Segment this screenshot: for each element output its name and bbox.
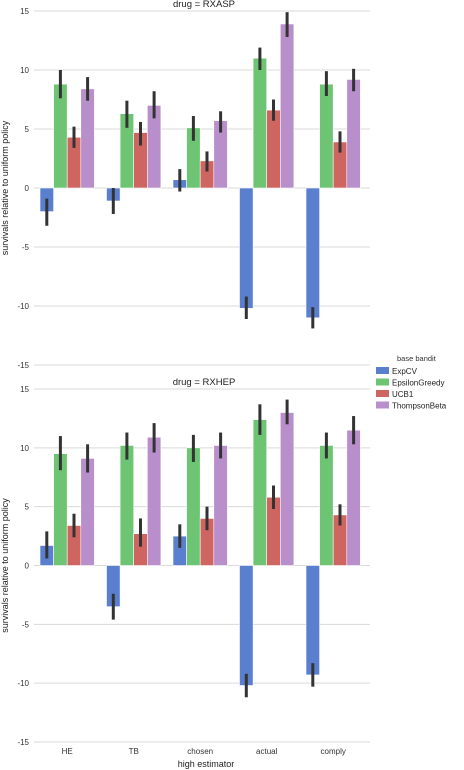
bar-epsilongreedy-comply — [319, 445, 334, 566]
bar-epsilongreedy-tb — [119, 445, 134, 566]
x-axis-label: high estimator — [178, 759, 235, 769]
bar-epsilongreedy-actual — [252, 419, 268, 566]
y-tick-label: 10 — [20, 66, 29, 75]
bar-expcv-actual — [239, 565, 254, 686]
legend-swatch-expcv — [376, 367, 389, 374]
x-tick-label: comply — [321, 747, 346, 756]
bar-thompsonbeta-he — [80, 458, 95, 566]
bar-thompsonbeta-chosen — [213, 445, 228, 566]
bar-epsilongreedy-he — [53, 453, 68, 566]
legend-swatch-epsilongreedy — [376, 378, 389, 386]
y-tick-label: -10 — [17, 679, 29, 688]
panel-title: drug = RXASP — [173, 0, 235, 10]
y-axis-label: survivals relative to uniform policy — [0, 120, 10, 255]
panel-1: -15 -10 -5 0 5 10 15 drug = RXASP survivals rela… — [0, 0, 370, 370]
bar-thompsonbeta-comply — [346, 429, 361, 566]
y-tick-label: -5 — [22, 620, 30, 629]
y-tick-label: 15 — [20, 7, 29, 16]
y-tick-label: 0 — [25, 184, 30, 193]
bar-thompsonbeta-actual — [279, 23, 295, 189]
legend-swatch-thompsonbeta — [376, 401, 389, 409]
bar-expcv-comply — [305, 565, 320, 676]
x-tick-label: actual — [256, 747, 278, 756]
y-tick-label: -15 — [17, 361, 29, 370]
bar-expcv-actual — [239, 187, 254, 309]
legend-label-ucb1: UCB1 — [392, 390, 414, 399]
y-tick-label: 15 — [20, 385, 29, 394]
bar-epsilongreedy-he — [53, 83, 68, 189]
x-tick-label: TB — [129, 747, 139, 756]
x-tick-label: HE — [62, 747, 73, 756]
bar-epsilongreedy-comply — [319, 83, 334, 189]
y-tick-label: -15 — [17, 738, 29, 747]
panel-title: drug = RXHEP — [173, 377, 236, 388]
bar-thompsonbeta-comply — [346, 79, 361, 189]
bar-thompsonbeta-actual — [279, 412, 295, 566]
bar-epsilongreedy-chosen — [186, 447, 201, 566]
legend-label-expcv: ExpCV — [392, 367, 418, 376]
legend-swatch-ucb1 — [376, 390, 389, 397]
x-tick-label: chosen — [187, 747, 213, 756]
legend-label-thompsonbeta: ThompsonBeta — [392, 402, 447, 411]
y-tick-label: 10 — [20, 444, 29, 453]
y-tick-label: 5 — [25, 503, 30, 512]
y-tick-label: 0 — [25, 562, 30, 571]
bar-epsilongreedy-actual — [252, 57, 268, 189]
y-axis-label: survivals relative to uniform policy — [0, 498, 10, 633]
legend: base bandit ExpCV EpsilonGreedy UCB1 Thompso… — [376, 354, 447, 411]
bar-ucb1-actual — [266, 109, 281, 189]
y-tick-label: 5 — [25, 125, 30, 134]
y-tick-label: -10 — [17, 302, 29, 311]
bar-thompsonbeta-tb — [147, 436, 162, 566]
bar-thompsonbeta-he — [80, 88, 95, 189]
panel-2: -15 -10 -5 0 5 10 15 drug = RXHEP survivals rela… — [0, 377, 370, 769]
y-tick-label: -5 — [22, 243, 30, 252]
bar-expcv-comply — [305, 187, 320, 319]
legend-label-epsilongreedy: EpsilonGreedy — [392, 379, 444, 388]
legend-title: base bandit — [397, 354, 437, 363]
